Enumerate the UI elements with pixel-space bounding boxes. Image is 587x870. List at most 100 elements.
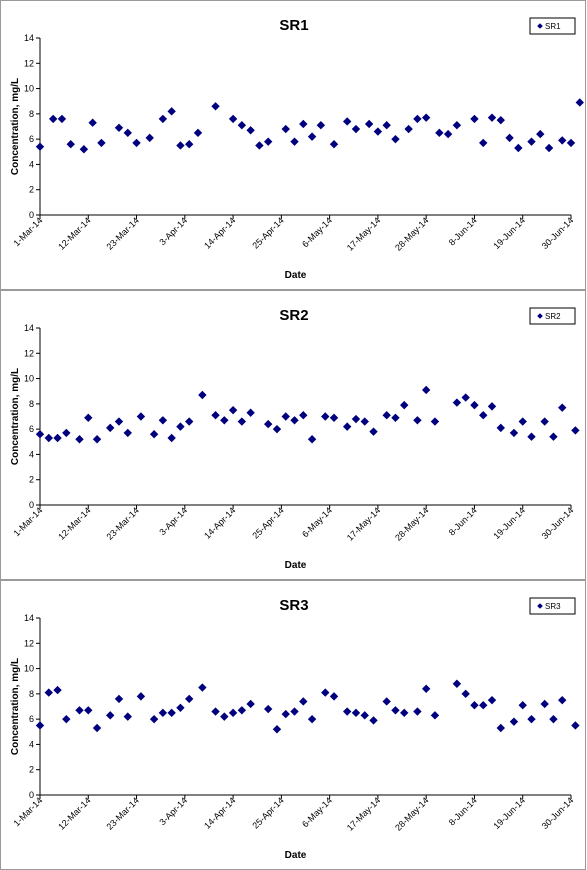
chart-panel-sr2: SR2 0 2 4 6 8 10 12 14 1-Mar-14 12-Mar-14 23-Mar-14…	[0, 290, 586, 580]
data-point	[185, 417, 194, 426]
data-point	[281, 124, 290, 134]
data-point	[62, 714, 71, 724]
data-point	[391, 706, 400, 715]
data-point	[540, 417, 549, 426]
data-point	[549, 432, 558, 441]
data-point	[558, 695, 567, 705]
data-point	[44, 688, 53, 697]
data-point	[470, 400, 479, 410]
data-point	[75, 435, 84, 444]
x-tick-label: 23-Mar-14	[105, 505, 141, 541]
data-point	[391, 413, 400, 422]
data-point	[228, 114, 238, 124]
data-point	[106, 711, 115, 720]
legend-box	[529, 17, 576, 35]
data-point	[136, 692, 146, 701]
data-point	[527, 714, 536, 724]
data-point	[237, 417, 247, 426]
chart-sr1: SR1 0 2 4 6 8 10 12 14 1-Mar-14 12-Mar-14 23-Mar-14…	[10, 17, 584, 281]
y-tick-label: 6	[29, 714, 34, 724]
data-point	[281, 709, 290, 719]
data-point	[106, 423, 115, 433]
data-point	[123, 128, 132, 138]
data-point	[307, 714, 317, 724]
y-tick-label: 0	[29, 500, 34, 510]
y-tick-label: 2	[29, 475, 34, 485]
data-point	[255, 141, 264, 150]
data-point	[400, 400, 409, 410]
data-point	[470, 114, 479, 124]
data-point	[92, 435, 102, 444]
x-tick-label: 25-Apr-14	[250, 505, 285, 540]
chart-title: SR2	[279, 307, 308, 324]
y-tick-label: 4	[29, 449, 34, 459]
data-point	[48, 114, 58, 124]
x-tick-label: 17-May-14	[345, 505, 382, 542]
data-point	[369, 716, 378, 725]
x-axis-label: Date	[285, 270, 307, 281]
x-tick-label: 8-Jun-14	[447, 505, 479, 537]
data-point	[470, 701, 479, 710]
x-tick-label: 14-Apr-14	[202, 215, 237, 250]
x-tick-label: 25-Apr-14	[250, 215, 285, 250]
data-point	[281, 412, 290, 421]
data-point	[79, 145, 89, 154]
data-point	[342, 422, 352, 431]
y-tick-label: 8	[29, 109, 34, 119]
data-point	[351, 124, 361, 134]
legend-marker-icon	[537, 313, 543, 319]
data-point	[321, 688, 330, 697]
y-tick-label: 8	[29, 399, 34, 409]
y-tick-label: 10	[24, 84, 34, 94]
data-point	[272, 725, 282, 734]
data-point	[571, 426, 580, 435]
y-tick-label: 12	[24, 348, 34, 358]
data-point	[461, 393, 470, 402]
y-tick-label: 0	[29, 210, 34, 220]
data-point	[549, 714, 558, 724]
data-point	[360, 417, 369, 426]
data-point	[272, 424, 282, 434]
data-point	[342, 117, 352, 126]
x-axis-label: Date	[285, 850, 307, 861]
y-tick-label: 2	[29, 765, 34, 775]
data-point	[53, 685, 62, 695]
data-point	[382, 697, 391, 706]
data-point	[211, 102, 220, 111]
y-tick-label: 10	[24, 374, 34, 384]
data-point	[228, 708, 238, 718]
data-point	[544, 143, 554, 153]
x-tick-label: 3-Apr-14	[157, 215, 189, 247]
data-point	[307, 435, 317, 444]
data-point	[176, 422, 185, 431]
data-point	[351, 708, 361, 718]
data-point	[88, 118, 97, 127]
y-axis-label: Concentration, mg/L	[10, 658, 21, 755]
data-point	[321, 412, 330, 421]
data-point	[158, 416, 168, 425]
data-point	[75, 706, 84, 715]
data-point	[149, 430, 159, 439]
data-point	[421, 385, 431, 395]
data-point	[123, 712, 132, 721]
data-point	[263, 137, 273, 146]
legend: SR1	[529, 17, 576, 35]
data-point	[413, 707, 422, 716]
data-point	[35, 430, 45, 439]
data-point	[57, 114, 67, 124]
y-tick-label: 14	[24, 323, 34, 333]
data-point	[84, 413, 93, 422]
x-tick-label: 1-Mar-14	[12, 215, 45, 248]
legend: SR2	[529, 307, 576, 325]
data-point	[299, 411, 308, 420]
legend-box	[529, 597, 576, 615]
data-point	[479, 138, 488, 148]
y-axis-label: Concentration, mg/L	[10, 78, 21, 175]
x-tick-label: 3-Apr-14	[157, 795, 189, 827]
data-point	[211, 411, 220, 420]
data-point	[487, 695, 497, 705]
data-point	[461, 689, 470, 699]
data-point	[237, 706, 247, 715]
data-point	[290, 707, 299, 716]
y-tick-label: 6	[29, 424, 34, 434]
